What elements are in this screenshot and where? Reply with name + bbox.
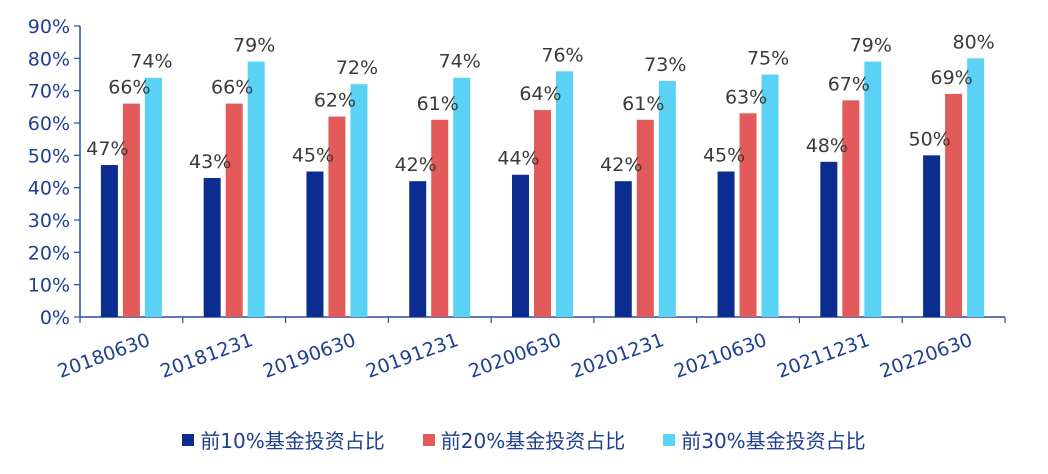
- y-tick-label: 80%: [28, 48, 70, 70]
- bar: [350, 84, 368, 317]
- bar: [967, 58, 985, 317]
- x-tick-label: 20210630: [671, 329, 769, 383]
- y-tick-label: 90%: [28, 16, 70, 38]
- data-label: 48%: [806, 135, 848, 157]
- legend-item: 前10%基金投资占比: [182, 425, 385, 454]
- data-label: 74%: [130, 51, 172, 73]
- x-tick-label: 20201231: [569, 329, 667, 383]
- data-label: 47%: [86, 138, 128, 160]
- bar: [512, 174, 529, 317]
- y-tick-label: 40%: [28, 178, 70, 200]
- bar: [636, 119, 654, 318]
- bar: [247, 61, 265, 317]
- data-label: 72%: [336, 57, 378, 79]
- data-label: 45%: [292, 145, 334, 167]
- data-label: 61%: [622, 93, 664, 115]
- data-label: 42%: [600, 154, 642, 176]
- data-label: 63%: [725, 86, 767, 108]
- bar: [100, 165, 118, 317]
- legend-swatch: [182, 433, 195, 446]
- y-axis: 0% 10% 20% 30% 40% 50% 60% 70% 80% 90%: [28, 16, 81, 329]
- bar: [614, 181, 632, 317]
- bar: [453, 77, 471, 317]
- data-label: 64%: [519, 83, 561, 105]
- bar: [144, 77, 162, 317]
- data-label: 66%: [108, 77, 150, 99]
- bar: [923, 155, 941, 317]
- data-label: 73%: [644, 54, 686, 76]
- bar: [328, 116, 346, 318]
- bar: [658, 80, 676, 317]
- bar: [225, 103, 243, 317]
- legend-label: 前30%基金投资占比: [681, 429, 866, 453]
- bar: [717, 171, 735, 317]
- bar: [556, 71, 573, 318]
- bar: [409, 181, 427, 317]
- bar: [820, 161, 838, 317]
- data-label: 69%: [930, 67, 972, 89]
- data-label: 43%: [189, 151, 231, 173]
- bar: [761, 74, 779, 317]
- bar: [122, 103, 140, 317]
- x-tick-label: 20180630: [55, 329, 153, 383]
- y-tick-label: 0%: [40, 307, 70, 329]
- legend-label: 前10%基金投资占比: [200, 429, 385, 453]
- data-label: 76%: [541, 44, 583, 66]
- bar: [534, 110, 551, 317]
- legend-item: 前20%基金投资占比: [422, 425, 626, 454]
- data-label: 74%: [439, 51, 481, 73]
- x-tick-label: 20200630: [466, 329, 564, 383]
- bar: [945, 93, 963, 318]
- bar: [431, 119, 449, 318]
- bar: [306, 171, 324, 317]
- y-tick-label: 30%: [28, 210, 70, 232]
- y-tick-label: 60%: [28, 113, 70, 135]
- bar-chart: 0%10%20%30%40%50%60%70%80%90% 20180630 20…: [28, 16, 1006, 383]
- x-axis: 20180630 20181231 20190630 20191231 20200630…: [55, 316, 1006, 383]
- bar: [203, 177, 221, 317]
- data-label: 44%: [497, 148, 539, 170]
- data-label: 80%: [952, 31, 994, 53]
- y-tick-label: 20%: [28, 242, 70, 264]
- x-tick-label: 20211231: [774, 329, 872, 383]
- y-tick-label: 70%: [28, 81, 70, 103]
- data-label: 62%: [314, 90, 356, 112]
- data-labels: 47% 66% 74% 43% 66% 79% 45% 62% 72% 42% 61% 74% 44% 6…: [86, 31, 994, 176]
- data-label: 66%: [211, 77, 253, 99]
- bars: [100, 58, 985, 318]
- legend: 前10%基金投资占比 前20%基金投资占比 前30%基金投资占比: [0, 425, 1048, 454]
- x-tick-label: 20191231: [363, 329, 461, 383]
- legend-item: 前30%基金投资占比: [663, 425, 866, 454]
- y-tick-label: 10%: [28, 275, 70, 297]
- bar: [842, 100, 860, 317]
- data-label: 61%: [417, 93, 459, 115]
- bar: [739, 113, 757, 317]
- data-label: 67%: [828, 73, 870, 95]
- legend-swatch: [663, 433, 676, 446]
- x-tick-label: 20190630: [260, 329, 358, 383]
- data-label: 75%: [747, 48, 789, 70]
- data-label: 79%: [233, 35, 275, 57]
- x-tick-label: 20220630: [877, 329, 975, 383]
- x-tick-label: 20181231: [157, 329, 255, 383]
- legend-swatch: [422, 433, 435, 446]
- data-label: 45%: [703, 145, 745, 167]
- data-label: 79%: [850, 35, 892, 57]
- y-tick-label: 50%: [28, 145, 70, 167]
- bar: [864, 61, 882, 317]
- data-label: 50%: [908, 128, 950, 150]
- legend-label: 前20%基金投资占比: [440, 429, 626, 453]
- data-label: 42%: [395, 154, 437, 176]
